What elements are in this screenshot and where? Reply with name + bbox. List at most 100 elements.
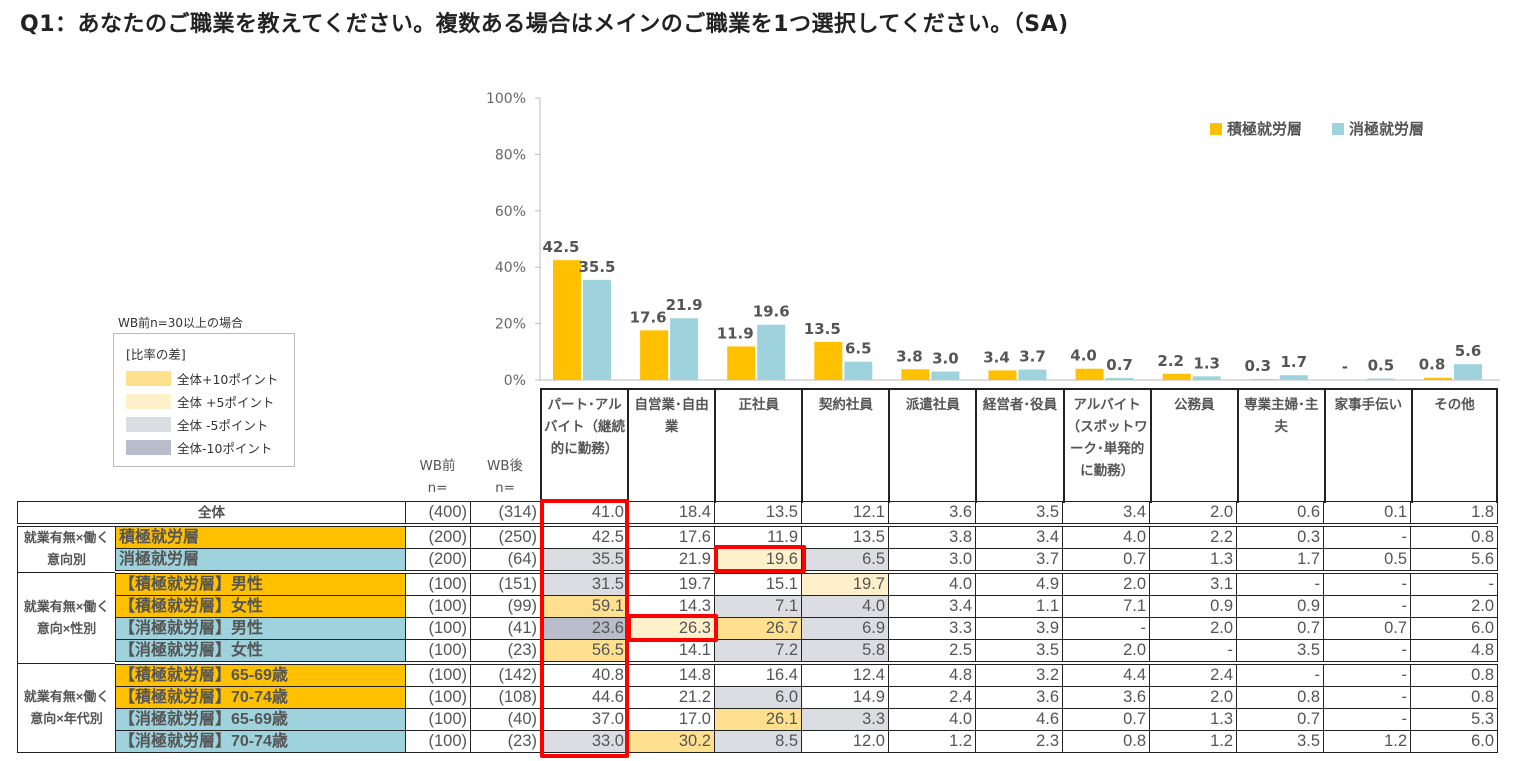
cell-value: 2.3 bbox=[975, 730, 1063, 753]
n-after: (151) bbox=[470, 571, 541, 596]
cell-value: 1.3 bbox=[1149, 548, 1237, 574]
cell-value: 59.1 bbox=[540, 595, 628, 618]
y-tick-label: 100% bbox=[486, 91, 526, 107]
cell-value: - bbox=[1236, 571, 1324, 596]
cell-value: 0.8 bbox=[1410, 524, 1498, 549]
diff-label: 全体-10ポイント bbox=[177, 441, 273, 456]
bar-series2 bbox=[1454, 364, 1482, 380]
n-after: (314) bbox=[470, 501, 541, 527]
diff-item: 全体 +5ポイント bbox=[126, 390, 294, 413]
wb-before-header: WB前 n= bbox=[405, 455, 470, 499]
cell-value: 0.8 bbox=[1236, 686, 1324, 709]
row-label: 【消極就労層】男性 bbox=[115, 617, 406, 640]
bar-series1 bbox=[988, 370, 1017, 380]
bar-series2 bbox=[1279, 375, 1308, 380]
table-row: 就業有無×働く意向×年代別 【積極就労層】65-69歳 (100) (142) 40.8… bbox=[17, 662, 1498, 753]
cell-value: 23.6 bbox=[540, 617, 628, 640]
data-label: 35.5 bbox=[578, 258, 615, 276]
bar-series1 bbox=[1424, 377, 1452, 380]
cell-value: 26.3 bbox=[627, 617, 715, 640]
data-label: 0.7 bbox=[1106, 356, 1133, 374]
header-n: n= bbox=[495, 480, 515, 496]
data-label: 13.5 bbox=[804, 320, 841, 338]
cell-value: 3.4 bbox=[1062, 501, 1150, 527]
cell-value: 2.0 bbox=[1410, 595, 1498, 618]
cell-value: 3.4 bbox=[975, 524, 1063, 549]
cell-value: 12.1 bbox=[801, 501, 889, 527]
group-label: 就業有無×働く意向別 bbox=[17, 524, 116, 573]
column-header: 正社員 bbox=[714, 390, 801, 503]
cell-value: 0.7 bbox=[1323, 617, 1411, 640]
row-label: 消極就労層 bbox=[115, 548, 406, 574]
diff-legend-title: [比率の差] bbox=[126, 347, 186, 362]
column-header: パート･アルバイト（継続的に勤務） bbox=[540, 390, 627, 503]
highlight-box bbox=[714, 545, 806, 573]
cell-value: 4.8 bbox=[888, 662, 976, 687]
cell-value: 0.3 bbox=[1236, 524, 1324, 549]
data-label: 42.5 bbox=[542, 238, 579, 256]
n-after: (108) bbox=[470, 686, 541, 709]
n-after: (142) bbox=[470, 662, 541, 687]
cell-value: 0.6 bbox=[1236, 501, 1324, 527]
cell-value: - bbox=[1410, 571, 1498, 596]
y-tick-label: 60% bbox=[495, 204, 526, 220]
cell-value: - bbox=[1149, 639, 1237, 665]
cell-value: 0.9 bbox=[1149, 595, 1237, 618]
cell-value: 4.4 bbox=[1062, 662, 1150, 687]
bar-series2 bbox=[670, 318, 699, 380]
column-header: 契約社員 bbox=[801, 390, 888, 503]
table-row: 【消極就労層】女性 (100) (23) 56.5 14.1 7.2 5.8 2.5 3.5 2.… bbox=[18, 639, 1498, 665]
cell-value: 3.6 bbox=[888, 501, 976, 527]
diff-label: 全体+10ポイント bbox=[177, 372, 279, 387]
cell-value: 14.3 bbox=[627, 595, 715, 618]
legend-label: 消極就労層 bbox=[1349, 120, 1425, 138]
column-headers: パート･アルバイト（継続的に勤務） 自営業･自由業 正社員 契約社員 派遣社員 経営者･役… bbox=[540, 388, 1499, 503]
cell-value: 31.5 bbox=[540, 571, 628, 596]
diff-swatch bbox=[126, 371, 171, 386]
column-header: その他 bbox=[1410, 390, 1499, 503]
column-header: 家事手伝い bbox=[1323, 390, 1411, 503]
cell-value: 6.9 bbox=[801, 617, 889, 640]
y-tick-label: 40% bbox=[495, 260, 526, 276]
row-label: 全体 bbox=[17, 501, 406, 527]
cell-value: 3.5 bbox=[1236, 639, 1324, 665]
highlight-box bbox=[627, 614, 718, 642]
diff-swatch bbox=[126, 440, 171, 455]
cell-value: 0.8 bbox=[1062, 730, 1150, 753]
cell-value: 7.1 bbox=[1062, 595, 1150, 618]
column-header: 派遣社員 bbox=[888, 390, 975, 503]
cell-value: 8.5 bbox=[714, 730, 802, 753]
cell-value: 6.0 bbox=[1410, 617, 1498, 640]
cell-value: 6.0 bbox=[714, 686, 802, 709]
cell-value: 2.2 bbox=[1149, 524, 1237, 549]
legend-label: 積極就労層 bbox=[1227, 120, 1303, 138]
cell-value: 7.2 bbox=[714, 639, 802, 665]
cell-value: 3.6 bbox=[975, 686, 1063, 709]
n-before: (100) bbox=[405, 730, 471, 753]
data-label: - bbox=[1342, 358, 1348, 376]
cell-value: 2.4 bbox=[888, 686, 976, 709]
cell-value: 13.5 bbox=[714, 501, 802, 527]
cell-value: 0.7 bbox=[1062, 708, 1150, 731]
cell-value: 4.0 bbox=[888, 571, 976, 596]
data-label: 1.7 bbox=[1281, 353, 1308, 371]
data-label: 3.4 bbox=[983, 348, 1010, 366]
data-label: 0.3 bbox=[1245, 357, 1272, 375]
cell-value: 3.4 bbox=[888, 595, 976, 618]
cell-value: 18.4 bbox=[627, 501, 715, 527]
cell-value: 14.8 bbox=[627, 662, 715, 687]
diff-label: 全体 -5ポイント bbox=[177, 418, 269, 433]
data-label: 2.2 bbox=[1157, 352, 1184, 370]
cell-value: - bbox=[1323, 686, 1411, 709]
cell-value: 4.9 bbox=[975, 571, 1063, 596]
cell-value: 2.0 bbox=[1149, 686, 1237, 709]
cell-value: 4.0 bbox=[1062, 524, 1150, 549]
diff-legend: [比率の差] 全体+10ポイント 全体 +5ポイント 全体 -5ポイント 全体-… bbox=[113, 333, 295, 467]
chart-legend: 積極就労層 消極就労層 bbox=[1210, 118, 1424, 139]
n-before: (200) bbox=[405, 524, 471, 549]
cell-value: - bbox=[1323, 708, 1411, 731]
data-label: 21.9 bbox=[666, 296, 703, 314]
cell-value: 12.0 bbox=[801, 730, 889, 753]
cell-value: 4.0 bbox=[888, 708, 976, 731]
diff-swatch bbox=[126, 417, 171, 432]
